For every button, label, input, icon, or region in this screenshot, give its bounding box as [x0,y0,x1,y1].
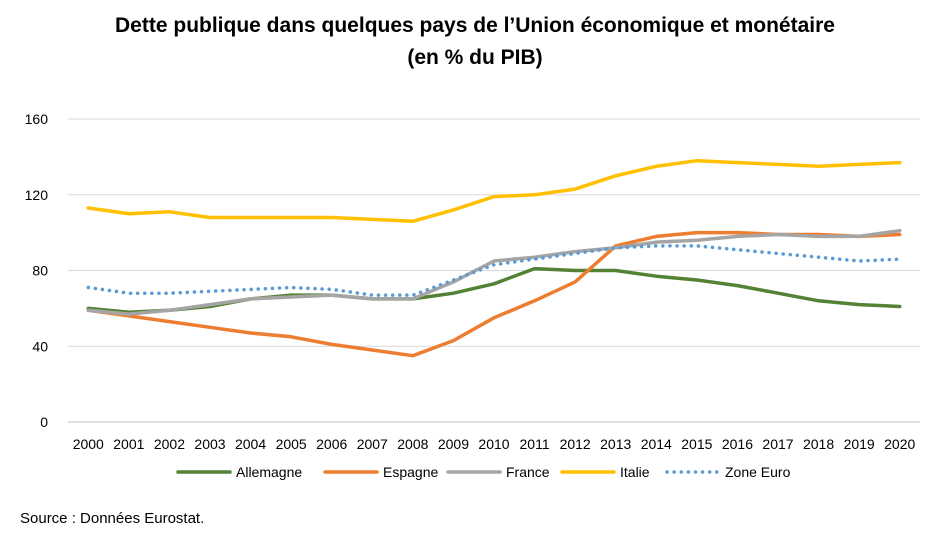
x-tick-label: 2019 [844,436,875,452]
x-tick-label: 2003 [194,436,225,452]
legend-label: Espagne [383,464,438,480]
x-tick-label: 2013 [600,436,631,452]
x-axis-ticks: 2000 2001 2002 2003 2004 2005 2006 2007 2008 2009… [73,436,916,452]
gridlines [68,118,920,423]
chart-title: Dette publique dans quelques pays de l’U… [115,14,835,37]
legend-label: Allemagne [236,464,302,480]
x-tick-label: 2011 [520,436,550,452]
series-line-italie [86,158,902,224]
x-tick-label: 2007 [357,436,388,452]
chart-subtitle: (en % du PIB) [407,46,543,69]
x-tick-label: 2009 [438,436,469,452]
x-tick-label: 2008 [397,436,428,452]
x-tick-label: 2020 [884,436,915,452]
x-tick-label: 2015 [681,436,712,452]
y-axis-ticks: 0 40 80 120 160 [25,111,49,430]
series-line-zone-euro [86,244,902,297]
x-tick-label: 2001 [113,436,144,452]
y-tick-label: 120 [25,187,49,203]
x-tick-label: 2005 [276,436,307,452]
y-tick-label: 0 [40,414,48,430]
source-note: Source : Données Eurostat. [20,510,205,527]
y-tick-label: 160 [25,111,49,127]
legend: Allemagne Espagne France Italie Zone Euro [176,464,791,480]
legend-label: France [506,464,550,480]
x-tick-label: 2018 [803,436,834,452]
y-tick-label: 40 [32,338,48,354]
x-tick-label: 2006 [316,436,347,452]
legend-label: Zone Euro [725,464,791,480]
series-lines [86,158,902,358]
x-tick-label: 2002 [154,436,185,452]
y-tick-label: 80 [32,263,48,279]
x-tick-label: 2010 [478,436,509,452]
series-line-france [86,228,902,316]
x-tick-label: 2017 [762,436,793,452]
x-tick-label: 2016 [722,436,753,452]
x-tick-label: 2014 [641,436,672,452]
x-tick-label: 2004 [235,436,266,452]
legend-label: Italie [620,464,650,480]
x-tick-label: 2012 [560,436,591,452]
x-tick-label: 2000 [73,436,104,452]
